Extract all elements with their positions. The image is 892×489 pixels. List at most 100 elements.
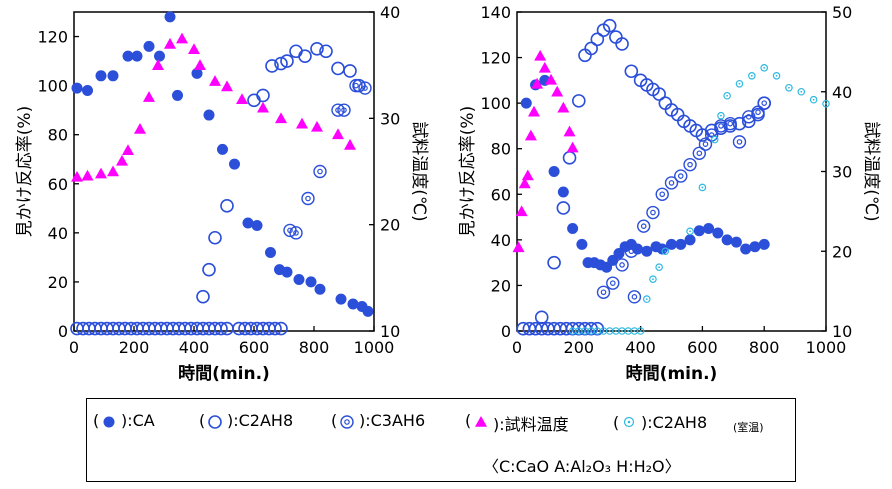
chart2-point-c2ah8_rt-dot <box>577 330 580 332</box>
chart2-point-c3ah6 <box>698 137 713 151</box>
chart1-point-c3ah6 <box>289 226 303 240</box>
chart1-y2tick-label: 20 <box>380 216 400 235</box>
chart2-ytick-label: 0 <box>501 322 511 341</box>
chart2-point-c2ah8_rt <box>655 263 663 272</box>
chart1-point-試料温度 <box>107 165 119 177</box>
chart2-point-c2ah8_rt-dot <box>689 230 691 233</box>
chart2-point-c2ah8 <box>562 151 577 165</box>
chart2-point-c3ah6-inner <box>745 114 752 120</box>
chart2-point-c2ah8_rt-outer <box>772 72 781 80</box>
chart2-point-c3ah6-inner <box>659 191 666 198</box>
chart1-point-c3ah6-outer <box>301 191 315 206</box>
chart2-point-c2ah8_rt-dot <box>726 94 729 97</box>
chart1-xtick-label: 800 <box>299 338 330 357</box>
chart1-point-c2ah8 <box>280 54 294 68</box>
chart2-xtick-label: 0 <box>512 338 522 357</box>
chart1-point-c2ah8 <box>298 49 312 63</box>
chart1-point-試料温度 <box>311 120 323 132</box>
chart2-point-試料温度 <box>527 105 540 117</box>
chart2-point-c3ah6-inner <box>718 123 724 129</box>
chart2-point-c2ah8_rt-dot <box>658 266 661 269</box>
chart1-ytick-label: 60 <box>48 175 68 194</box>
chart2-point-c2ah8_rt <box>723 91 731 100</box>
chart2-point-c3ah6-outer <box>606 276 620 290</box>
chart2-point-試料温度 <box>521 169 534 181</box>
chart1-point-c2ah8 <box>256 88 270 103</box>
chart2-point-c3ah6-outer <box>596 285 611 299</box>
chart2-point-c3ah6 <box>723 116 737 131</box>
chart1-point-ca <box>71 82 83 94</box>
chart2-point-c3ah6-outer <box>757 96 771 110</box>
chart2-point-ca <box>576 238 588 250</box>
chart2-point-c3ah6-inner <box>628 248 635 255</box>
chart2-point-試料温度 <box>551 85 564 97</box>
chart2-point-試料温度 <box>515 205 528 217</box>
legend-marker-4 <box>623 416 635 428</box>
chart1-xtick-label: 0 <box>69 338 79 357</box>
chart2-point-c2ah8_rt-dot <box>584 330 586 332</box>
chart1-point-試料温度 <box>257 101 269 113</box>
chart1-point-試料温度 <box>344 138 356 150</box>
chart2-ytick-label: 100 <box>480 94 511 113</box>
chart2-point-c2ah8_rt <box>772 72 781 80</box>
chart2-point-c3ah6-inner <box>755 109 761 116</box>
chart1-point-c3ah6-inner <box>317 168 323 175</box>
chart2-point-c2ah8_rt-outer <box>636 327 645 335</box>
chart2-point-ca <box>749 241 761 253</box>
chart1-point-試料温度 <box>122 144 134 156</box>
chart2-point-c2ah8_rt <box>649 275 657 283</box>
chart1-point-c3ah6-outer <box>358 81 372 95</box>
chart2-point-c2ah8_rt-dot <box>652 278 654 281</box>
chart2-point-c2ah8_rt-dot <box>596 330 599 332</box>
chart2-point-試料温度 <box>544 73 557 85</box>
chart2-point-c2ah8_rt-dot <box>633 330 636 332</box>
legend-label-temp: ):試料温度 <box>493 415 569 434</box>
chart2-point-c2ah8_rt-dot <box>627 330 630 332</box>
chart2-point-c3ah6-outer <box>751 105 765 119</box>
chart2-point-c3ah6-inner <box>702 141 709 147</box>
chart2-point-c3ah6 <box>606 276 620 290</box>
chart1-point-c3ah6-outer <box>349 78 363 93</box>
chart1-point-試料温度 <box>221 80 233 92</box>
chart2-point-ca <box>567 222 579 234</box>
chart2-point-c2ah8_rt <box>809 95 818 104</box>
chart2-point-c3ah6-outer <box>732 135 747 149</box>
chart2-point-c2ah8_rt-outer <box>710 135 719 144</box>
chart1-point-c2ah8 <box>274 321 288 336</box>
chart2-point-c3ah6 <box>624 244 639 258</box>
chart1-point-ca <box>217 143 228 155</box>
chart2-point-c3ah6-outer <box>636 219 651 233</box>
chart1-ylabel: 見かけ反応率(%) <box>15 106 35 237</box>
chart2-point-c2ah8_rt <box>760 64 769 72</box>
legend-label-c2ah8-rt: ):C2AH8 <box>641 413 708 432</box>
chart2-point-c2ah8_rt-outer <box>723 91 731 100</box>
chart2-point-c2ah8_rt-dot <box>645 298 648 300</box>
chart1-point-試料温度 <box>332 128 344 140</box>
chart2-xtick-label: 800 <box>749 338 780 357</box>
chart2-ytick-label: 20 <box>491 276 511 295</box>
chart1-point-ca <box>242 217 254 229</box>
chart2-point-c3ah6-inner <box>640 223 647 229</box>
chart1-point-c2ah8 <box>247 93 261 108</box>
chart2-point-c2ah8_rt-dot <box>614 330 617 332</box>
chart2-series-c2ah8_rt <box>568 64 830 335</box>
chart2-point-c2ah8_rt <box>822 99 830 108</box>
chart1-point-c3ah6 <box>337 103 351 117</box>
chart2-point-c2ah8 <box>741 114 756 129</box>
legend-box: ( ):CA ( ):C2AH8 ( ):C3AH6 ( ):試料温度 ( ):… <box>86 398 796 482</box>
chart1-point-ca <box>164 11 176 23</box>
legend-label-ca: ):CA <box>121 411 155 430</box>
chart2-point-c3ah6-inner <box>727 120 734 127</box>
chart2-point-c2ah8_rt-outer <box>642 295 651 303</box>
chart2-point-c2ah8 <box>652 87 666 101</box>
chart2-series-ca <box>520 74 770 273</box>
chart1-point-ca <box>293 273 305 285</box>
chart2-point-試料温度 <box>534 49 547 61</box>
chart1-point-試料温度 <box>164 37 176 49</box>
chart2-point-c2ah8_rt-dot <box>713 138 716 141</box>
chart1-point-c3ah6 <box>349 78 363 93</box>
chart1-point-ca <box>107 70 119 82</box>
chart2-point-c3ah6-outer <box>698 137 713 151</box>
chart2-point-ca <box>548 166 560 177</box>
chart2-point-c2ah8 <box>615 37 629 51</box>
